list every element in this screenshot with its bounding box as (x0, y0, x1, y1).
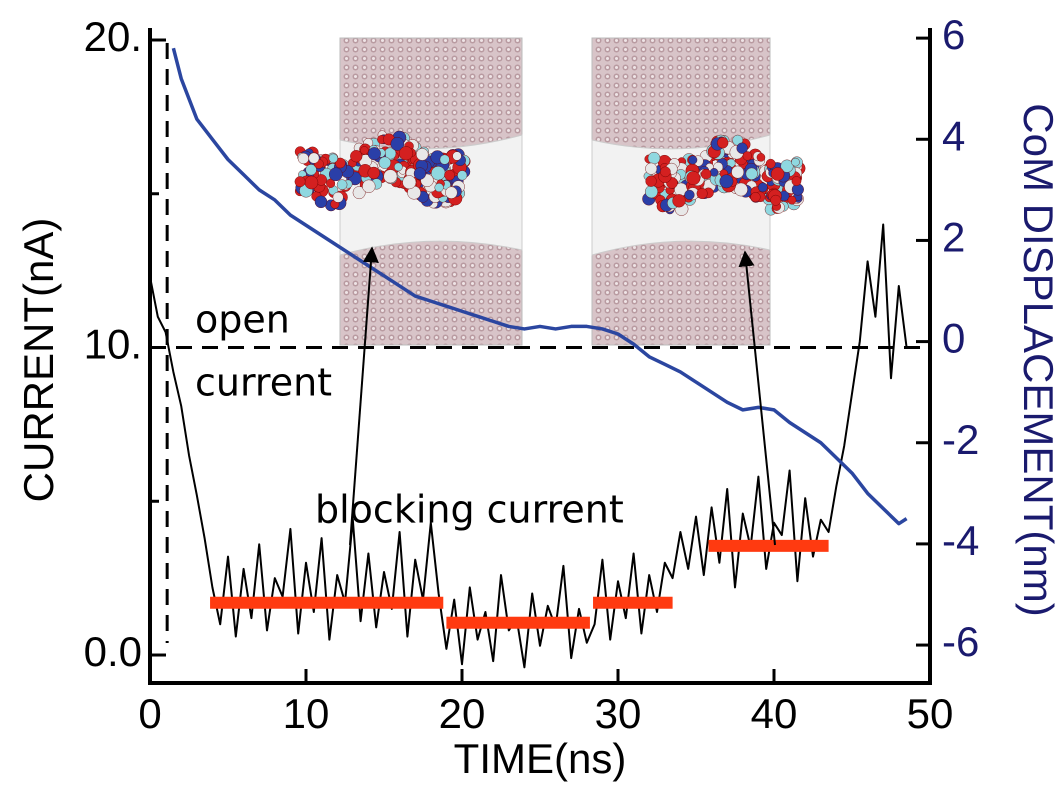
series-line (171, 47, 908, 526)
atom (334, 157, 346, 169)
atom (367, 147, 381, 161)
atom (294, 176, 306, 188)
level-bar (210, 596, 444, 609)
atom (647, 151, 661, 165)
atom (660, 166, 671, 178)
atom (336, 179, 348, 190)
atom (305, 164, 317, 176)
atom (352, 186, 366, 200)
atom (362, 179, 376, 193)
atom (645, 162, 658, 175)
x-tick-label: 10 (283, 690, 330, 737)
atom (770, 167, 785, 181)
y2-tick-label: 0 (942, 315, 965, 362)
atom (717, 137, 729, 149)
atom (413, 167, 427, 180)
level-bar (446, 616, 590, 629)
atom (731, 165, 745, 179)
annotation: current (195, 361, 332, 405)
annotation: open (195, 298, 290, 342)
atom (765, 158, 776, 169)
atom (444, 169, 455, 181)
atom (734, 182, 748, 197)
y-tick-label: 0.0 (84, 628, 142, 675)
atom (402, 175, 417, 190)
arrow (738, 250, 776, 546)
atom (700, 168, 712, 180)
level-bar (593, 596, 673, 609)
y-tick-label: 20. (84, 13, 142, 60)
atom (770, 194, 782, 206)
atom (688, 155, 698, 165)
y2-tick-label: 6 (942, 11, 965, 58)
atom (398, 146, 414, 161)
atom (644, 185, 658, 199)
atom (367, 166, 380, 180)
y2-tick-label: -6 (942, 618, 979, 665)
atom (383, 169, 398, 184)
atom (332, 191, 344, 203)
y2-axis-label: CoM DISPLACEMENT(nm) (1015, 103, 1062, 616)
atom (445, 186, 458, 199)
atom (745, 167, 758, 180)
atom (645, 175, 657, 187)
atom (416, 148, 429, 161)
atom (780, 159, 794, 173)
atom (350, 150, 363, 163)
atom (328, 153, 338, 163)
atom (452, 151, 462, 161)
atom (434, 182, 444, 193)
atom (431, 166, 446, 181)
y-axis-label: CURRENT(nA) (15, 218, 62, 503)
atom (719, 174, 734, 189)
atom (308, 152, 320, 164)
y2-tick-label: 4 (942, 112, 965, 159)
atom (297, 152, 309, 165)
atom (326, 178, 336, 188)
atom (304, 175, 319, 190)
atom (709, 168, 719, 177)
y2-tick-label: -2 (942, 416, 979, 463)
molecules (294, 130, 806, 216)
atom (791, 176, 802, 186)
atom (684, 189, 695, 200)
atom (756, 153, 766, 162)
x-tick-label: 0 (138, 690, 161, 737)
atom (696, 188, 708, 199)
atom (686, 171, 701, 186)
atom (787, 195, 797, 205)
atom (457, 170, 468, 181)
atom (757, 182, 768, 193)
annotation: blocking current (315, 488, 624, 532)
atom (394, 162, 403, 172)
atom (439, 154, 450, 165)
atom (328, 167, 343, 182)
series-line (149, 223, 908, 669)
atom (672, 194, 686, 208)
atom (378, 156, 391, 169)
arrow (349, 246, 379, 546)
y2-tick-label: 2 (942, 214, 965, 261)
atom (360, 146, 369, 155)
y-tick-label: 10. (84, 321, 142, 368)
atom (750, 192, 761, 203)
x-tick-label: 20 (439, 690, 486, 737)
atom (791, 157, 800, 167)
atom (390, 137, 405, 151)
atom (736, 142, 748, 154)
x-tick-label: 50 (907, 690, 954, 737)
plot-area (149, 43, 930, 669)
x-tick-label: 40 (751, 690, 798, 737)
y2-tick-label: -4 (942, 517, 979, 564)
x-axis-label: TIME(ns) (454, 735, 627, 782)
atom (314, 195, 328, 209)
atom (742, 151, 753, 161)
x-tick-label: 30 (595, 690, 642, 737)
level-bar (708, 539, 829, 552)
